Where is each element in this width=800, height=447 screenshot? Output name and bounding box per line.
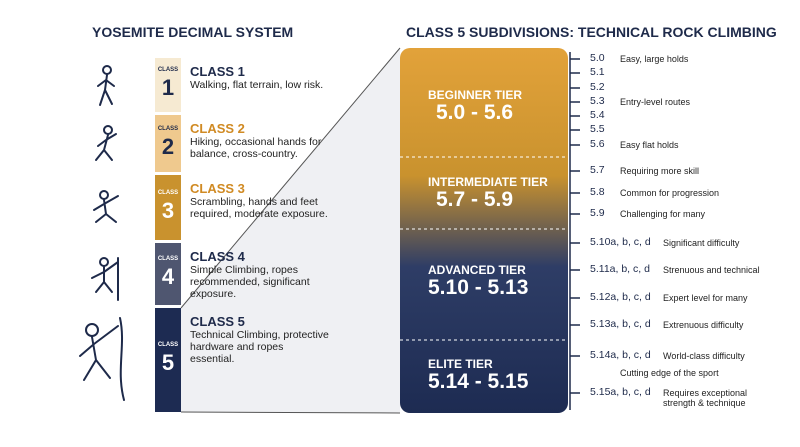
tier-range: 5.10 - 5.13 <box>428 276 529 299</box>
grade-label: 5.10a, b, c, d <box>590 236 651 248</box>
grade-column <box>400 48 568 413</box>
grade-note: Easy flat holds <box>620 140 679 150</box>
badge-bg <box>155 58 181 112</box>
grade-note: World-class difficulty <box>663 351 745 361</box>
grade-label: 5.4 <box>590 109 605 121</box>
grade-label: 5.9 <box>590 207 605 219</box>
grade-label: 5.12a, b, c, d <box>590 291 651 303</box>
tier-name: BEGINNER TIER <box>428 88 523 102</box>
grade-label: 5.6 <box>590 138 605 150</box>
tier-range: 5.14 - 5.15 <box>428 370 529 393</box>
grade-label: 5.8 <box>590 186 605 198</box>
badge-number: 3 <box>161 197 175 223</box>
badge-label: CLASS <box>157 189 179 196</box>
grade-note: Significant difficulty <box>663 238 740 248</box>
grade-note: Entry-level routes <box>620 97 691 107</box>
badge-label: CLASS <box>157 342 179 348</box>
badge-label: CLASS <box>157 125 179 132</box>
class-description: Simple Climbing, ropes recommended, sign… <box>190 264 310 300</box>
callout-line <box>180 411 401 414</box>
badge-number: 1 <box>161 75 175 100</box>
grade-note: Expert level for many <box>663 293 748 303</box>
badge-bg <box>155 115 181 172</box>
badge-number: 2 <box>161 133 175 159</box>
grade-note: Extrenuous difficulty <box>663 320 744 330</box>
class-title: CLASS 4 <box>190 249 245 264</box>
tier-name: ELITE TIER <box>428 357 493 371</box>
tier-name: ADVANCED TIER <box>428 263 526 277</box>
class-description: Hiking, occasional hands for balance, cr… <box>190 136 322 160</box>
climber-icons <box>79 65 125 401</box>
callout-line <box>180 47 401 309</box>
badge-label: CLASS <box>157 256 179 262</box>
class-description: Walking, flat terrain, low risk. <box>190 79 324 91</box>
badge-number: 4 <box>161 264 175 289</box>
grade-label: 5.7 <box>590 164 605 176</box>
class-title: CLASS 3 <box>190 181 245 196</box>
grade-note: Strenuous and technical <box>663 265 760 275</box>
badge-number: 5 <box>161 350 175 375</box>
grade-note: Requires exceptional strength & techniqu… <box>663 388 748 408</box>
grade-note: Easy, large holds <box>620 54 689 64</box>
badge-label: CLASS <box>157 67 179 73</box>
class-description: Scrambling, hands and feet required, mod… <box>190 196 328 220</box>
grade-label: 5.0 <box>590 52 605 64</box>
grade-label: 5.14a, b, c, d <box>590 349 651 361</box>
grade-note: Requiring more skill <box>620 166 700 176</box>
grade-label: 5.5 <box>590 123 605 135</box>
grade-label: 5.11a, b, c, d <box>590 263 650 275</box>
badge-bg <box>155 175 181 240</box>
class-description: Technical Climbing, protective hardware … <box>190 329 329 365</box>
grade-note: Challenging for many <box>620 209 706 219</box>
left-title: YOSEMITE DECIMAL SYSTEM <box>92 24 294 40</box>
tier-range: 5.7 - 5.9 <box>436 188 514 211</box>
grade-note: Common for progression <box>620 188 720 198</box>
class-title: CLASS 5 <box>190 314 245 329</box>
badge-bg <box>155 308 181 412</box>
grade-label: 5.2 <box>590 81 605 93</box>
tier-name: INTERMEDIATE TIER <box>428 175 548 189</box>
grade-label: 5.15a, b, c, d <box>590 386 651 398</box>
class-title: CLASS 1 <box>190 64 245 79</box>
grade-label: 5.1 <box>590 66 605 78</box>
grade-note: Cutting edge of the sport <box>620 368 719 378</box>
tier-range: 5.0 - 5.6 <box>436 101 514 124</box>
right-title: CLASS 5 SUBDIVISIONS: TECHNICAL ROCK CLI… <box>406 24 777 40</box>
badge-bg <box>155 243 181 305</box>
callout <box>181 48 400 413</box>
class-title: CLASS 2 <box>190 121 245 136</box>
grade-label: 5.13a, b, c, d <box>590 318 651 330</box>
grade-label: 5.3 <box>590 95 605 107</box>
